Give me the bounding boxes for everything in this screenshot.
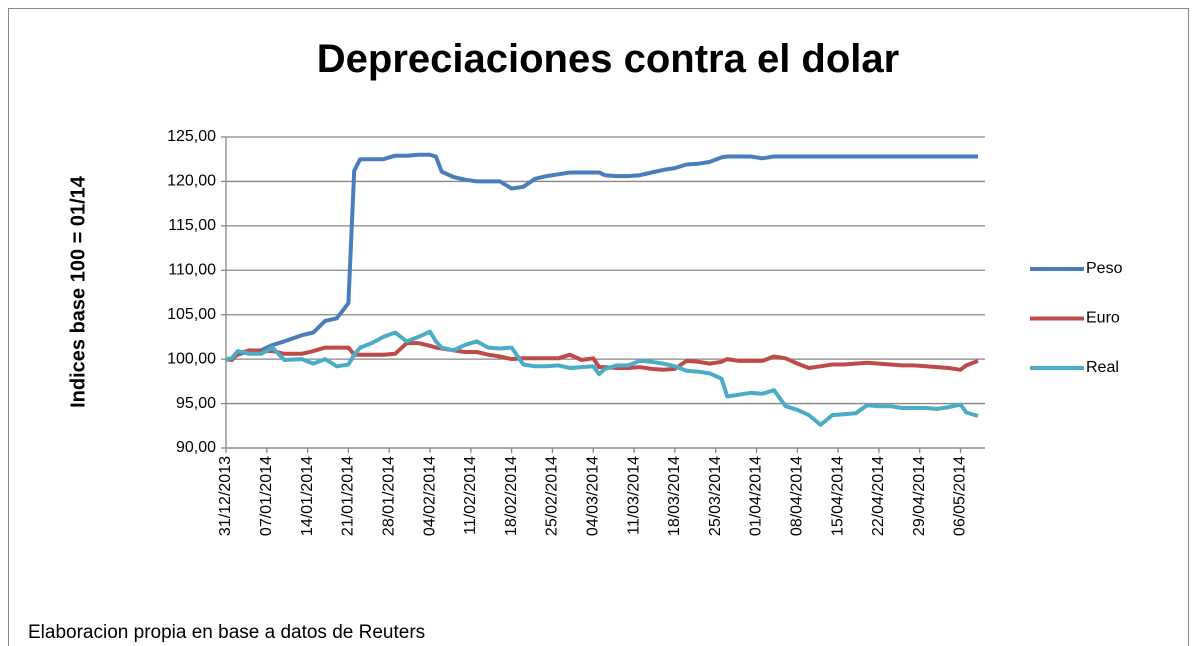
x-tick-label: 25/03/2014 <box>707 456 724 536</box>
chart-frame <box>8 8 1189 646</box>
x-tick-label: 21/01/2014 <box>340 456 357 536</box>
x-tick-label: 29/04/2014 <box>911 456 928 536</box>
y-tick-label: 90,00 <box>176 439 216 456</box>
x-tick-label: 14/01/2014 <box>299 456 316 536</box>
x-tick-label: 01/04/2014 <box>748 456 765 536</box>
y-tick-label: 105,00 <box>167 306 216 323</box>
y-tick-label: 125,00 <box>167 128 216 145</box>
series-line <box>225 341 979 372</box>
footnote: Elaboracion propia en base a datos de Re… <box>28 622 425 643</box>
y-tick-label: 100,00 <box>167 350 216 367</box>
y-axis-label: Indices base 100 = 01/14 <box>67 175 89 408</box>
x-tick-label: 11/03/2014 <box>625 456 642 535</box>
x-tick-label: 25/02/2014 <box>544 456 561 536</box>
x-tick-label: 04/03/2014 <box>584 456 601 536</box>
x-tick-label: 11/02/2014 <box>462 456 479 535</box>
x-tick-label: 07/01/2014 <box>258 456 275 536</box>
y-tick-label: 110,00 <box>168 262 216 279</box>
x-tick-label: 15/04/2014 <box>829 456 846 536</box>
y-tick-label: 115,00 <box>168 217 216 234</box>
x-tick-label: 31/12/2013 <box>217 456 234 536</box>
chart-title: Depreciaciones contra el dolar <box>317 37 899 81</box>
y-tick-label: 95,00 <box>176 395 216 412</box>
x-tick-label: 04/02/2014 <box>421 456 438 536</box>
x-tick-label: 18/03/2014 <box>666 456 683 536</box>
x-tick-label: 22/04/2014 <box>870 456 887 536</box>
legend-label: Real <box>1086 359 1119 376</box>
y-tick-label: 120,00 <box>167 173 216 190</box>
x-tick-label: 06/05/2014 <box>952 456 969 536</box>
series-line <box>225 152 978 362</box>
x-tick-label: 08/04/2014 <box>789 456 806 536</box>
x-tick-label: 18/02/2014 <box>503 456 520 536</box>
legend-label: Euro <box>1086 310 1120 327</box>
x-tick-label: 28/01/2014 <box>380 456 397 536</box>
legend-label: Peso <box>1086 260 1123 277</box>
series-line <box>225 329 979 427</box>
